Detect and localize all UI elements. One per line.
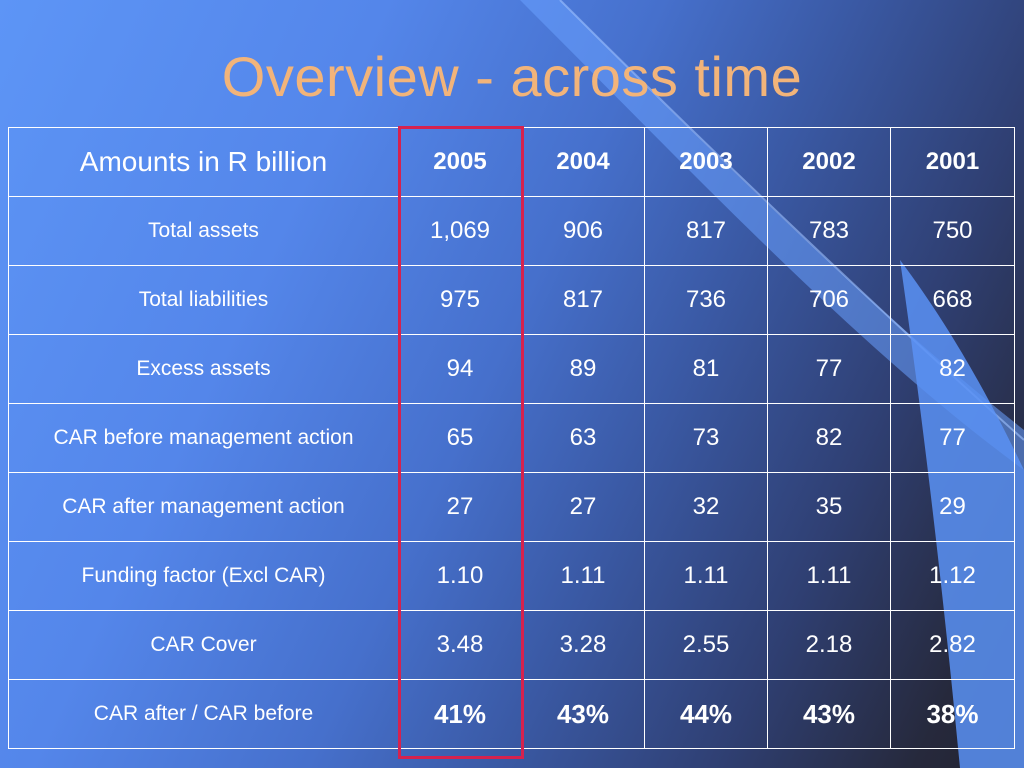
table-cell: 38% [890,679,1015,749]
table-cell: 736 [644,265,768,335]
table-cell: 3.48 [398,610,522,680]
table-cell: 82 [767,403,891,473]
table-cell: 77 [890,403,1015,473]
table-cell: 35 [767,472,891,542]
row-label: CAR after management action [8,472,399,542]
year-header: 2004 [521,127,645,197]
table-cell: 750 [890,196,1015,266]
table-cell: 81 [644,334,768,404]
table-cell: 1.11 [521,541,645,611]
table-cell: 975 [398,265,522,335]
table-cell: 1.12 [890,541,1015,611]
year-header: 2001 [890,127,1015,197]
table-cell: 2.55 [644,610,768,680]
table-cell: 817 [521,265,645,335]
row-label: CAR after / CAR before [8,679,399,749]
table-cell: 29 [890,472,1015,542]
row-label: CAR Cover [8,610,399,680]
table-row: CAR Cover 3.48 3.28 2.55 2.18 2.82 [8,610,1015,680]
year-header: 2003 [644,127,768,197]
table-cell: 2.82 [890,610,1015,680]
row-label: Funding factor (Excl CAR) [8,541,399,611]
row-label: CAR before management action [8,403,399,473]
slide-title: Overview - across time [221,45,803,108]
table-row: Funding factor (Excl CAR) 1.10 1.11 1.11… [8,541,1015,611]
table-cell: 73 [644,403,768,473]
header-label: Amounts in R billion [8,127,399,197]
year-header: 2002 [767,127,891,197]
table-cell: 783 [767,196,891,266]
table-row: Total liabilities 975 817 736 706 668 [8,265,1015,335]
table-cell: 1.11 [767,541,891,611]
table-cell: 2.18 [767,610,891,680]
table-cell: 82 [890,334,1015,404]
table-cell: 906 [521,196,645,266]
table-cell: 706 [767,265,891,335]
table-cell: 43% [767,679,891,749]
table-row: Excess assets 94 89 81 77 82 [8,334,1015,404]
table-cell: 817 [644,196,768,266]
table-cell: 43% [521,679,645,749]
overview-table: Amounts in R billion 2005 2004 2003 2002… [8,127,1015,749]
row-label: Total assets [8,196,399,266]
table-cell: 94 [398,334,522,404]
table-cell: 27 [398,472,522,542]
table-cell: 41% [398,679,522,749]
table-cell: 27 [521,472,645,542]
table-cell: 63 [521,403,645,473]
table-cell: 77 [767,334,891,404]
table-row: CAR after management action 27 27 32 35 … [8,472,1015,542]
table-row: Total assets 1,069 906 817 783 750 [8,196,1015,266]
table-cell: 3.28 [521,610,645,680]
table-row: CAR after / CAR before 41% 43% 44% 43% 3… [8,679,1015,749]
table-row: CAR before management action 65 63 73 82… [8,403,1015,473]
table-cell: 65 [398,403,522,473]
table-cell: 668 [890,265,1015,335]
table-cell: 89 [521,334,645,404]
table-cell: 1.11 [644,541,768,611]
table-cell: 44% [644,679,768,749]
row-label: Total liabilities [8,265,399,335]
table-cell: 1.10 [398,541,522,611]
table-cell: 1,069 [398,196,522,266]
table-cell: 32 [644,472,768,542]
year-header: 2005 [398,127,522,197]
table-header-row: Amounts in R billion 2005 2004 2003 2002… [8,127,1015,197]
row-label: Excess assets [8,334,399,404]
